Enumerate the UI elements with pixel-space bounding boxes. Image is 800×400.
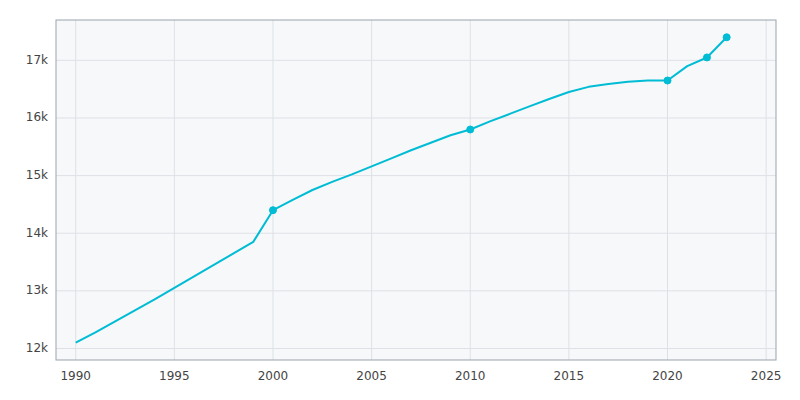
x-tick-label: 2005 bbox=[356, 369, 387, 383]
axes: 12k 13k 14k 15k 16k 17k 1990 1995 2000 2005 2010 20… bbox=[26, 53, 782, 383]
x-grid-line bbox=[174, 20, 175, 360]
chart: 12k 13k 14k 15k 16k 17k 1990 1995 2000 2005 2010 20… bbox=[0, 0, 800, 400]
y-tick-label: 17k bbox=[26, 53, 48, 67]
x-tick-label: 2020 bbox=[652, 369, 683, 383]
y-tick-label: 12k bbox=[26, 341, 48, 355]
x-tick-label: 2000 bbox=[258, 369, 289, 383]
series-marker bbox=[703, 54, 710, 61]
y-tick-label: 15k bbox=[26, 168, 48, 182]
x-tick-label: 2010 bbox=[455, 369, 486, 383]
x-grid-line bbox=[766, 20, 767, 360]
x-grid-line bbox=[470, 20, 471, 360]
x-grid-line bbox=[568, 20, 569, 360]
x-grid-line bbox=[371, 20, 372, 360]
y-tick-label: 16k bbox=[26, 110, 48, 124]
x-grid-line bbox=[75, 20, 76, 360]
series-marker bbox=[664, 77, 671, 84]
x-grid-line bbox=[667, 20, 668, 360]
x-grid-line bbox=[272, 20, 273, 360]
y-tick-label: 13k bbox=[26, 283, 48, 297]
data bbox=[76, 34, 730, 343]
x-tick-label: 1990 bbox=[60, 369, 91, 383]
y-tick-label: 14k bbox=[26, 226, 48, 240]
x-tick-label: 1995 bbox=[159, 369, 190, 383]
plot-area bbox=[56, 20, 776, 360]
series-marker bbox=[467, 126, 474, 133]
plot-frame bbox=[56, 20, 776, 360]
x-tick-label: 2015 bbox=[554, 369, 585, 383]
grid bbox=[56, 20, 776, 360]
series-marker bbox=[269, 207, 276, 214]
series-line bbox=[76, 37, 727, 342]
series-marker bbox=[723, 34, 730, 41]
x-tick-label: 2025 bbox=[751, 369, 782, 383]
